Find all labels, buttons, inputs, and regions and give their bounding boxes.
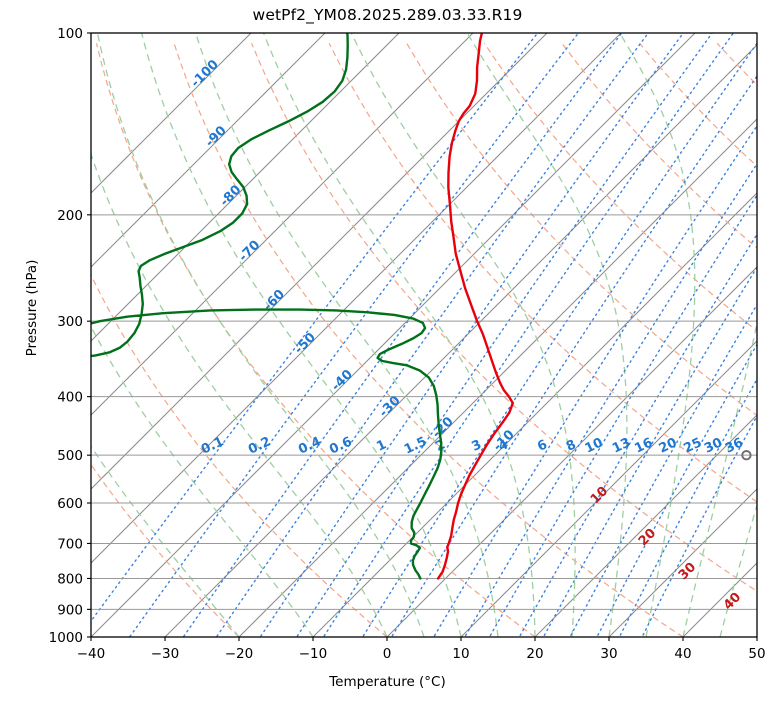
markers <box>741 449 752 461</box>
svg-text:700: 700 <box>57 536 83 552</box>
svg-text:20: 20 <box>657 435 680 456</box>
svg-text:−10: −10 <box>299 646 328 662</box>
svg-text:50: 50 <box>748 646 765 662</box>
svg-text:30: 30 <box>600 646 617 662</box>
svg-text:36: 36 <box>723 435 746 456</box>
svg-text:−40: −40 <box>77 646 106 662</box>
svg-text:−20: −20 <box>225 646 254 662</box>
svg-text:800: 800 <box>57 571 83 587</box>
page-title: wetPf2_YM08.2025.289.03.33.R19 <box>252 6 523 24</box>
data-series <box>91 33 515 580</box>
plot-frame <box>90 32 758 638</box>
svg-text:0: 0 <box>383 646 392 662</box>
svg-text:300: 300 <box>57 314 83 330</box>
svg-text:500: 500 <box>57 448 83 464</box>
svg-text:10: 10 <box>583 435 606 456</box>
svg-text:600: 600 <box>57 496 83 512</box>
svg-text:25: 25 <box>682 435 705 456</box>
svg-text:20: 20 <box>526 646 543 662</box>
svg-text:10: 10 <box>452 646 469 662</box>
svg-text:30: 30 <box>702 435 725 456</box>
plot-background <box>91 33 757 637</box>
svg-text:1000: 1000 <box>49 630 83 646</box>
background-gridlines <box>91 33 757 637</box>
svg-text:900: 900 <box>57 602 83 618</box>
x-axis-label: Temperature (°C) <box>329 674 446 690</box>
svg-text:200: 200 <box>57 208 83 224</box>
svg-text:−30: −30 <box>151 646 180 662</box>
svg-text:400: 400 <box>57 390 83 406</box>
svg-text:40: 40 <box>674 646 691 662</box>
svg-text:16: 16 <box>632 435 655 456</box>
svg-text:13: 13 <box>610 435 633 456</box>
svg-text:100: 100 <box>57 26 83 42</box>
